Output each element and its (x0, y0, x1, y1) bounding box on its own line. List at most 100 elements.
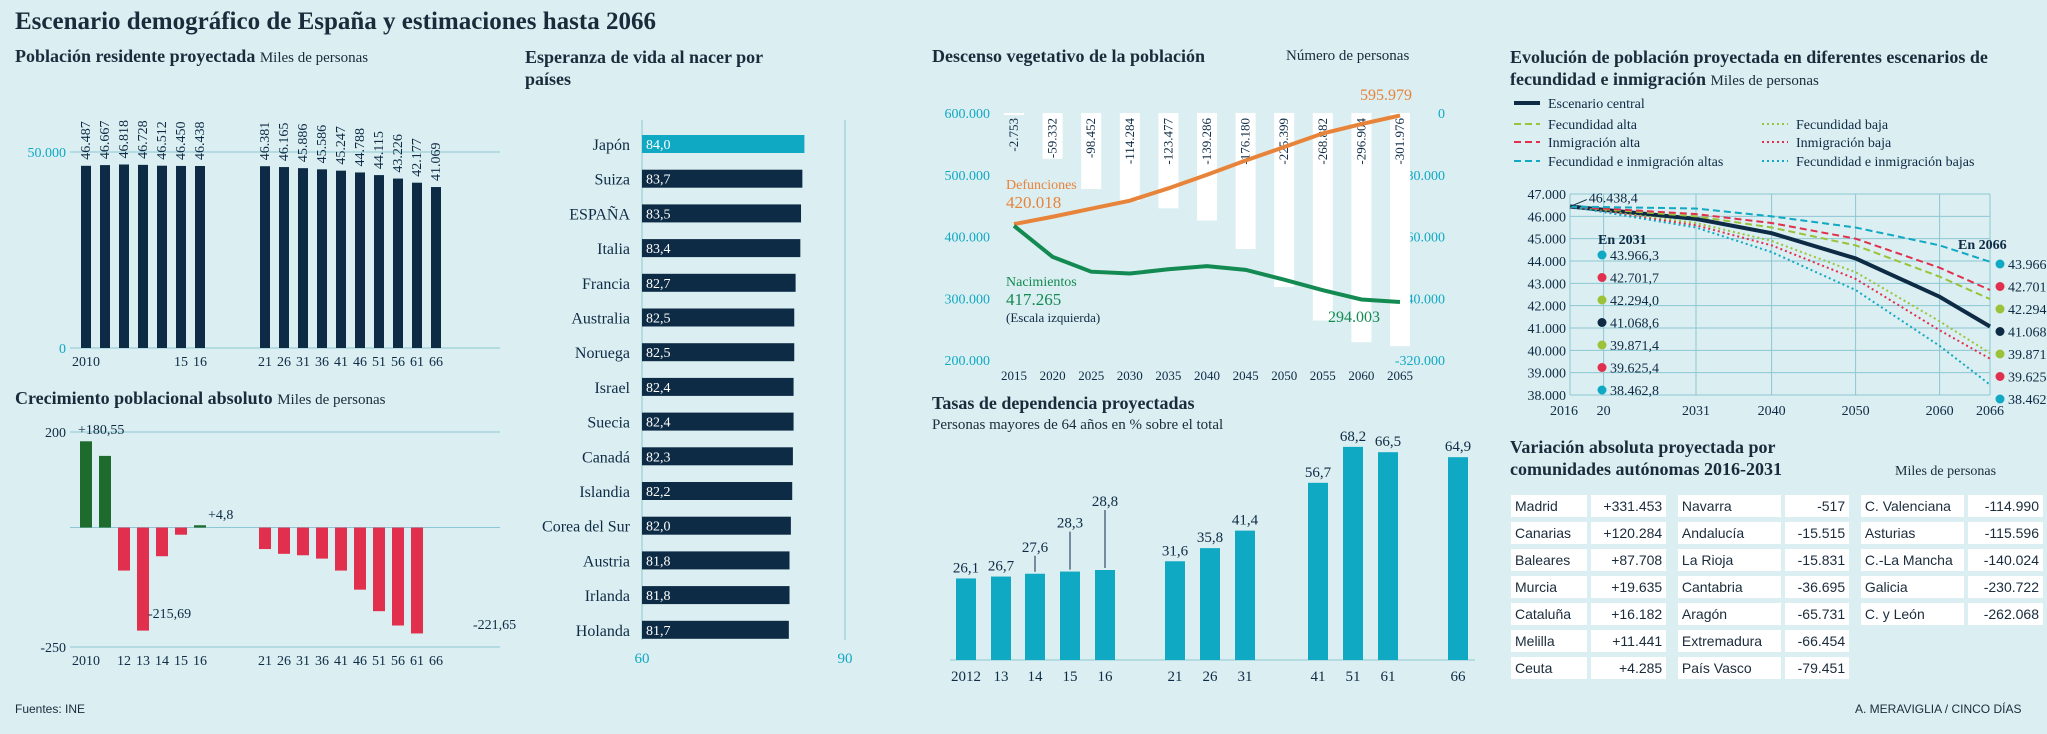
esperanza-bar (642, 447, 793, 466)
dependencia-bar (1060, 571, 1080, 660)
poblacion-xtick: 31 (296, 355, 310, 370)
esperanza-bar (642, 343, 795, 362)
crecimiento-title-text: Crecimiento poblacional absoluto (15, 388, 273, 408)
escenarios-2066-dot (1995, 349, 2005, 359)
escenarios-series-line (1569, 205, 1991, 386)
vegetativo-xtick: 2055 (1310, 368, 1336, 383)
vegetativo-bar-label: -2.753 (1006, 118, 1021, 152)
esperanza-country: Japón (593, 137, 630, 154)
esperanza-country: Corea del Sur (542, 519, 631, 536)
poblacion-xtick: 26 (277, 355, 291, 370)
escenarios-xtick: 20 (1597, 404, 1611, 419)
poblacion-value-label: 46.728 (136, 120, 151, 159)
poblacion-bar (355, 172, 365, 348)
escenarios-2031-dot (1597, 363, 1607, 372)
variacion-region: Asturias (1860, 522, 1965, 544)
vegetativo-xtick: 2060 (1348, 368, 1374, 383)
escenarios-2066-value: 42.294,0 (2008, 303, 2047, 318)
escenarios-2031-dot (1597, 250, 1607, 260)
escenarios-series-line (1569, 204, 1992, 329)
esperanza-country: Noruega (575, 345, 630, 362)
esperanza-value-label: 82,7 (646, 277, 671, 292)
crecimiento-bar (175, 527, 187, 535)
credit: A. MERAVIGLIA / CINCO DÍAS (1855, 702, 2022, 716)
escenarios-2031-dot (1597, 273, 1607, 282)
dependencia-bar (1343, 446, 1363, 660)
dependencia-bar (1200, 548, 1220, 660)
vegetativo-xtick: 2030 (1117, 368, 1143, 383)
poblacion-xtick: 16 (193, 355, 207, 370)
poblacion-value-label: 46.818 (117, 120, 132, 159)
escenarios-ytick: 44.000 (1528, 255, 1567, 270)
variacion-gap (1853, 603, 1857, 625)
crecimiento-bar (194, 525, 206, 528)
esperanza-country: Francia (582, 276, 630, 293)
nacimientos-note: (Escala izquierda) (1006, 310, 1100, 325)
escenarios-xtick: 2016 (1550, 404, 1578, 419)
escenarios-ytick: 38.000 (1528, 389, 1567, 404)
esperanza-value-label: 82,0 (646, 520, 671, 535)
esperanza-bar (642, 308, 795, 327)
escenarios-2066-dot (1995, 372, 2005, 381)
escenarios-2031-title: En 2031 (1598, 233, 1647, 248)
sources: Fuentes: INE (15, 702, 86, 716)
variacion-gap (1853, 630, 1857, 652)
esperanza-value-label: 82,5 (646, 312, 671, 327)
crecimiento-bar (316, 527, 328, 559)
dependencia-xtick: 66 (1451, 669, 1467, 685)
crecimiento-xtick: 16 (193, 654, 207, 669)
variacion-value: +4.285 (1591, 657, 1667, 679)
dependencia-value-label: 31,6 (1162, 543, 1189, 559)
esperanza-country: Italia (597, 241, 630, 258)
poblacion-xtick: 15 (174, 355, 188, 370)
poblacion-bar (374, 175, 384, 348)
escenarios-legend-label: Fecundidad alta (1548, 118, 1638, 133)
defunciones-line (1013, 113, 1401, 227)
vegetativo-bar-label: -98.452 (1083, 118, 1098, 158)
crecimiento-annotation: -215,69 (148, 607, 191, 622)
vegetativo-bar-label: -114.284 (1122, 118, 1137, 165)
escenarios-series-line (1569, 205, 1991, 301)
variacion-gap (1670, 630, 1674, 652)
esperanza-country: Islandia (579, 484, 630, 501)
variacion-value: -262.068 (1968, 603, 2043, 625)
crecimiento-xtick: 46 (353, 654, 367, 669)
crecimiento-chart: 200 -250 2010 12 13 14 15 16 21 26 31 36 41 46 51 56 61 6… (40, 423, 516, 669)
page-title: Escenario demográfico de España y estima… (15, 8, 656, 35)
poblacion-bar (279, 167, 289, 348)
esperanza-bar (642, 516, 791, 535)
poblacion-value-label: 44.115 (372, 131, 387, 169)
poblacion-bar (100, 165, 110, 348)
poblacion-bar (431, 187, 441, 348)
escenarios-ytick: 42.000 (1528, 300, 1567, 315)
variacion-value: -65.731 (1784, 603, 1850, 625)
escenarios-2066-value: 42.701,7 (2008, 281, 2047, 296)
escenarios-2031-value: 41.068,6 (1610, 317, 1659, 332)
poblacion-bar (393, 178, 403, 348)
vegetativo-right-tick: -80.000 (1402, 169, 1445, 184)
dependencia-value-label: 68,2 (1340, 429, 1366, 445)
poblacion-value-label: 46.512 (155, 121, 170, 160)
dependencia-bar (956, 578, 976, 660)
esperanza-value-label: 82,4 (646, 416, 671, 431)
vegetativo-bar-label: -225.399 (1276, 118, 1291, 165)
escenarios-xtick: 2060 (1926, 404, 1954, 419)
poblacion-xtick: 46 (353, 355, 367, 370)
dependencia-bar (1235, 530, 1255, 660)
dependencia-value-label: 27,6 (1022, 540, 1049, 556)
variacion-region: Murcia (1511, 576, 1588, 598)
poblacion-ytick: 50.000 (28, 146, 67, 161)
poblacion-ytick: 0 (59, 342, 66, 357)
esperanza-bar (642, 551, 790, 570)
variacion-value: +16.182 (1591, 603, 1667, 625)
variacion-gap (1670, 549, 1674, 571)
defunciones-label: Defunciones (1006, 178, 1077, 193)
escenarios-title: Evolución de población proyectada en dif… (1510, 46, 2030, 92)
variacion-value: -230.722 (1968, 576, 2043, 598)
escenarios-xtick: 2040 (1758, 404, 1786, 419)
esperanza-value-label: 81,8 (646, 589, 671, 604)
esperanza-bar (642, 620, 789, 639)
vegetativo-xtick: 2045 (1233, 368, 1259, 383)
poblacion-value-label: 45.586 (315, 125, 330, 164)
poblacion-bar (195, 165, 205, 348)
